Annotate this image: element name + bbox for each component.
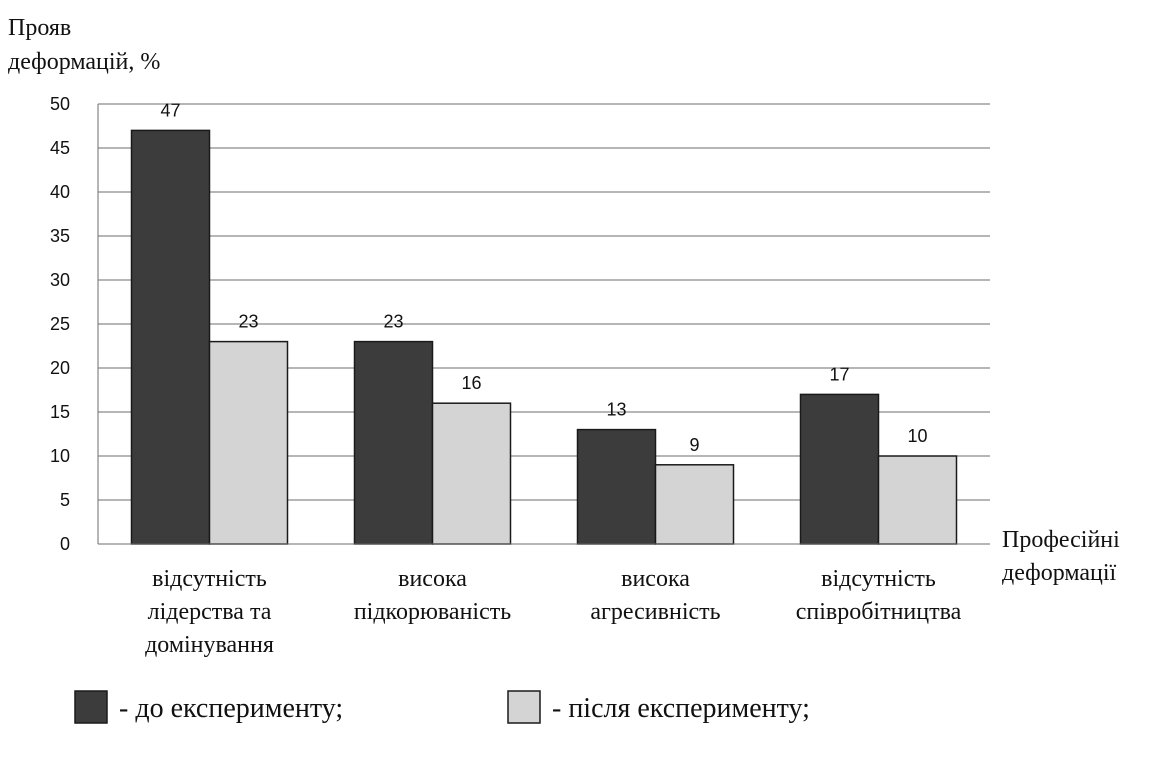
bar-after-2	[431, 402, 512, 545]
y-tick-label: 0	[60, 534, 70, 554]
y-tick-label: 40	[50, 182, 70, 202]
bar-before-1	[130, 129, 211, 545]
bar-before-2	[353, 340, 434, 545]
data-label: 13	[606, 400, 626, 420]
category-label: висока підкорюваність	[354, 566, 511, 625]
y-tick-label: 35	[50, 226, 70, 246]
data-label: 17	[829, 364, 849, 384]
bar-after-1	[208, 340, 289, 545]
bar-before-4	[799, 393, 880, 545]
data-labels: 47 23 23 16 13 9 17 10	[160, 100, 927, 454]
bar-after-3	[654, 464, 735, 545]
data-label: 23	[383, 312, 403, 332]
y-tick-label: 20	[50, 358, 70, 378]
x-axis-title-line: Професійні	[1002, 527, 1120, 553]
y-axis-title: Прояв деформацій, %	[8, 15, 160, 75]
y-tick-label: 10	[50, 446, 70, 466]
y-tick-label: 30	[50, 270, 70, 290]
legend: - до експерименту; - після експерименту;	[74, 690, 810, 724]
bar-after-4	[877, 455, 958, 545]
y-tick-label: 5	[60, 490, 70, 510]
y-tick-label: 50	[50, 94, 70, 114]
axes	[97, 104, 990, 545]
data-label: 9	[689, 435, 699, 455]
y-axis-title-line: деформацій, %	[8, 49, 160, 75]
y-tick-label: 15	[50, 402, 70, 422]
x-axis-title-line: деформації	[1002, 560, 1117, 586]
legend-swatch	[507, 690, 541, 724]
x-axis-title: Професійні деформації	[1002, 527, 1120, 586]
data-label: 16	[461, 373, 481, 393]
category-label: висока агресивність	[590, 566, 720, 625]
y-tick-label: 45	[50, 138, 70, 158]
legend-swatch	[74, 690, 108, 724]
category-label: відсутність лідерства та домінування	[145, 566, 274, 658]
bar-before-3	[576, 428, 657, 545]
y-axis-title-line: Прояв	[8, 15, 71, 41]
legend-label: - після експерименту;	[552, 693, 810, 724]
category-label: відсутність співробітництва	[796, 566, 962, 625]
category-labels: відсутність лідерства та домінування висока…	[145, 566, 962, 658]
data-label: 23	[238, 312, 258, 332]
y-tick-labels: 0 5 10 15 20 25 30 35 40 45 50	[50, 94, 70, 554]
y-tick-label: 25	[50, 314, 70, 334]
data-label: 47	[160, 100, 180, 120]
data-label: 10	[907, 426, 927, 446]
legend-label: - до експерименту;	[119, 693, 343, 724]
